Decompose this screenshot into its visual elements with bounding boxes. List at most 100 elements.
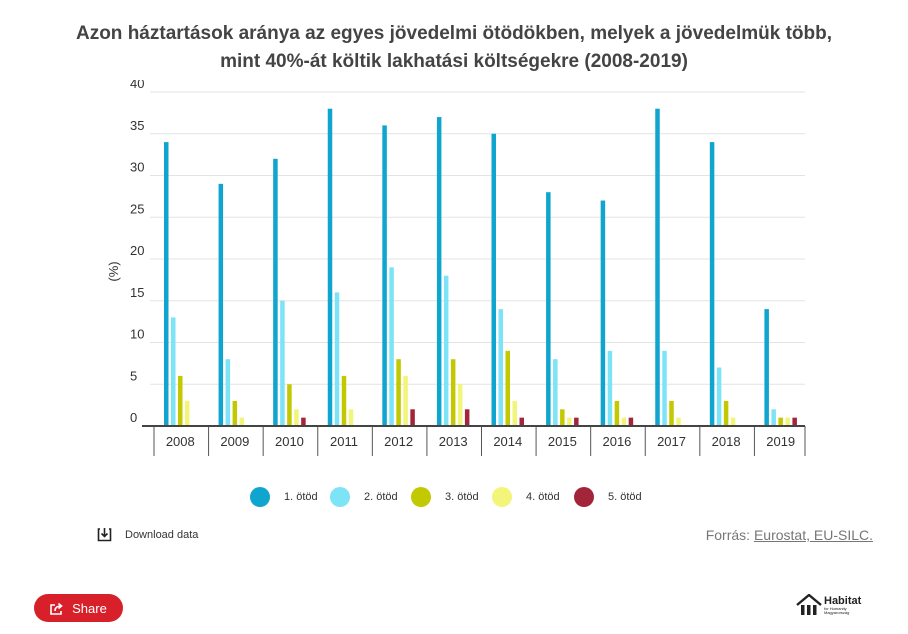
bar-3-2015 [560,409,565,426]
legend-item[interactable]: 1. ötöd [250,487,318,507]
share-button[interactable]: Share [34,594,123,622]
bar-2-2018 [716,367,722,426]
y-tick-label: 15 [130,285,144,300]
chart-title: Azon háztartások aránya az egyes jövedel… [0,20,908,76]
habitat-logo: Habitat for Humanity Magyarország [796,594,861,616]
bar-5-2016 [628,417,634,426]
chart-title-line-1: Azon háztartások aránya az egyes jövedel… [75,23,832,44]
legend-label: 5. ötöd [608,491,642,503]
bar-1-2013 [436,117,442,427]
bar-3-2019 [778,417,783,426]
logo-sub-text: for Humanity [824,605,847,611]
bar-2-2019 [771,409,776,426]
x-tick-label: 2018 [712,434,741,449]
bar-2-2015 [553,359,558,426]
legend-item[interactable]: 3. ötöd [411,487,479,507]
bar-3-2011 [341,375,347,426]
bar-5-2010 [301,417,306,426]
source-prefix: Forrás: [705,527,751,543]
y-tick-label: 10 [130,327,144,342]
source-link[interactable]: Eurostat, EU-SILC. [753,527,873,543]
bar-4-2017 [676,417,681,426]
bar-2-2008 [171,317,176,426]
bar-3-2017 [669,400,674,426]
bar-2-2014 [498,309,503,426]
bar-2-2009 [225,359,231,426]
y-tick-label: 20 [130,243,144,258]
bar-1-2014 [491,133,496,426]
house-logo-icon [796,594,822,615]
x-tick-label: 2009 [220,434,249,449]
bar-1-2019 [764,309,769,426]
bar-4-2019 [785,417,790,426]
x-tick-label: 2014 [493,434,522,449]
x-tick-label: 2011 [330,434,358,449]
bar-4-2009 [239,417,245,426]
bar-1-2011 [327,108,333,426]
download-data-label: Download data [125,528,199,541]
bar-3-2012 [396,359,401,426]
bar-1-2008 [164,142,169,426]
logo-country-text: Magyarország [824,609,850,615]
bar-1-2010 [273,158,278,427]
bar-4-2013 [457,384,463,426]
logo-main-text: Habitat [824,594,862,607]
bar-4-2018 [730,417,736,426]
bar-3-2016 [614,400,620,426]
bar-2-2011 [334,292,340,426]
legend-label: 4. ötöd [526,491,560,503]
bar-3-2013 [450,359,456,426]
bar-3-2018 [723,400,729,426]
bar-4-2010 [294,409,299,426]
x-tick-label: 2016 [602,434,631,449]
download-data-button[interactable]: Download data [97,527,198,542]
y-tick-label: 25 [130,201,144,216]
bar-chart: 0 5 10 15 20 25 30 35 40 (%) 2008 2009 2010 2011 2012 2… [106,80,806,456]
legend-item[interactable]: 5. ötöd [574,487,642,507]
legend-label: 1. ötöd [284,491,318,503]
x-tick-label: 2019 [766,434,795,449]
bar-1-2015 [546,192,551,426]
legend-swatch [492,487,512,507]
share-icon [50,602,63,615]
download-icon [97,528,112,542]
legend-swatch [330,487,350,507]
y-axis-label: (%) [106,261,121,281]
bar-3-2009 [232,400,238,426]
bar-2-2012 [389,267,394,426]
bar-5-2019 [792,417,797,426]
bar-4-2011 [348,409,354,426]
bar-2-2010 [280,300,285,426]
legend-label: 3. ötöd [445,491,479,503]
x-tick-label: 2010 [275,434,304,449]
bar-2-2016 [607,350,613,426]
source-note: Forrás: Eurostat, EU-SILC. [706,527,873,543]
x-tick-label: 2013 [439,434,468,449]
chart-title-line-2: mint 40%-át költik lakhatási költségekre… [220,51,688,72]
legend-swatch [250,487,270,507]
bar-5-2013 [464,409,470,426]
x-tick-label: 2015 [548,434,577,449]
bar-4-2012 [403,375,408,426]
legend-label: 2. ötöd [364,491,398,503]
bar-1-2016 [600,200,606,426]
bar-3-2010 [287,384,292,426]
bar-1-2009 [218,183,224,426]
x-tick-label: 2012 [384,434,413,449]
share-label: Share [72,600,107,616]
legend-item[interactable]: 4. ötöd [492,487,560,507]
bar-5-2012 [410,409,415,426]
y-tick-label: 0 [130,410,137,425]
bar-1-2017 [655,108,660,426]
bar-4-2008 [185,400,190,426]
legend-item[interactable]: 2. ötöd [330,487,398,507]
chart-legend: 1. ötöd 2. ötöd 3. ötöd 4. ötöd 5. ötöd [0,487,908,511]
bar-2-2017 [662,350,667,426]
x-tick-label: 2017 [657,434,686,449]
bar-4-2016 [621,417,627,426]
x-tick-label: 2008 [166,434,195,449]
y-tick-label: 5 [130,368,137,383]
y-tick-label: 30 [130,160,144,175]
y-tick-label: 35 [130,118,144,133]
bar-3-2014 [505,350,510,426]
